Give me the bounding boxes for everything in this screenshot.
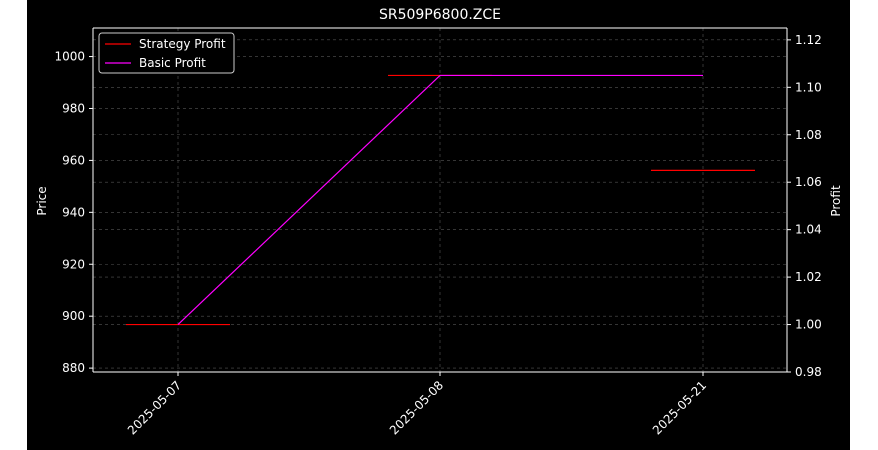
chart-title: SR509P6800.ZCE: [379, 7, 501, 23]
left-tick-label-6: 1000: [54, 50, 85, 64]
left-tick-label-2: 920: [62, 257, 85, 271]
right-tick-label-6: 1.10: [795, 80, 822, 94]
right-tick-label-3: 1.04: [795, 223, 822, 237]
right-tick-label-7: 1.12: [795, 33, 822, 47]
legend: Strategy Profit Basic Profit: [98, 32, 235, 74]
right-tick-label-1: 1.00: [795, 318, 822, 332]
right-tick-label-5: 1.08: [795, 128, 822, 142]
right-axis-ticks: 0.98 1.00 1.02 1.04 1.06 1.08 1.10 1.12: [787, 33, 822, 379]
right-tick-label-4: 1.06: [795, 175, 822, 189]
left-tick-label-3: 940: [62, 205, 85, 219]
basic-profit-line: [177, 74, 703, 325]
left-tick-label-1: 900: [62, 309, 85, 323]
left-tick-label-4: 960: [62, 153, 85, 167]
left-tick-label-5: 980: [62, 101, 85, 115]
right-tick-label-2: 1.02: [795, 270, 822, 284]
plot-area: [93, 28, 787, 372]
right-tick-label-0: 0.98: [795, 365, 822, 379]
left-axis-label: Price: [35, 186, 49, 215]
right-axis-label: Profit: [829, 185, 843, 217]
series-layer: [126, 74, 755, 326]
left-tick-label-0: 880: [62, 361, 85, 375]
legend-label-basic-profit: Basic Profit: [139, 56, 206, 70]
legend-box: [98, 32, 235, 74]
left-axis-ticks: 880 900 920 940 960 980 1000: [54, 50, 93, 375]
axes-frame: [92, 27, 788, 373]
legend-label-strategy-profit: Strategy Profit: [139, 37, 226, 51]
